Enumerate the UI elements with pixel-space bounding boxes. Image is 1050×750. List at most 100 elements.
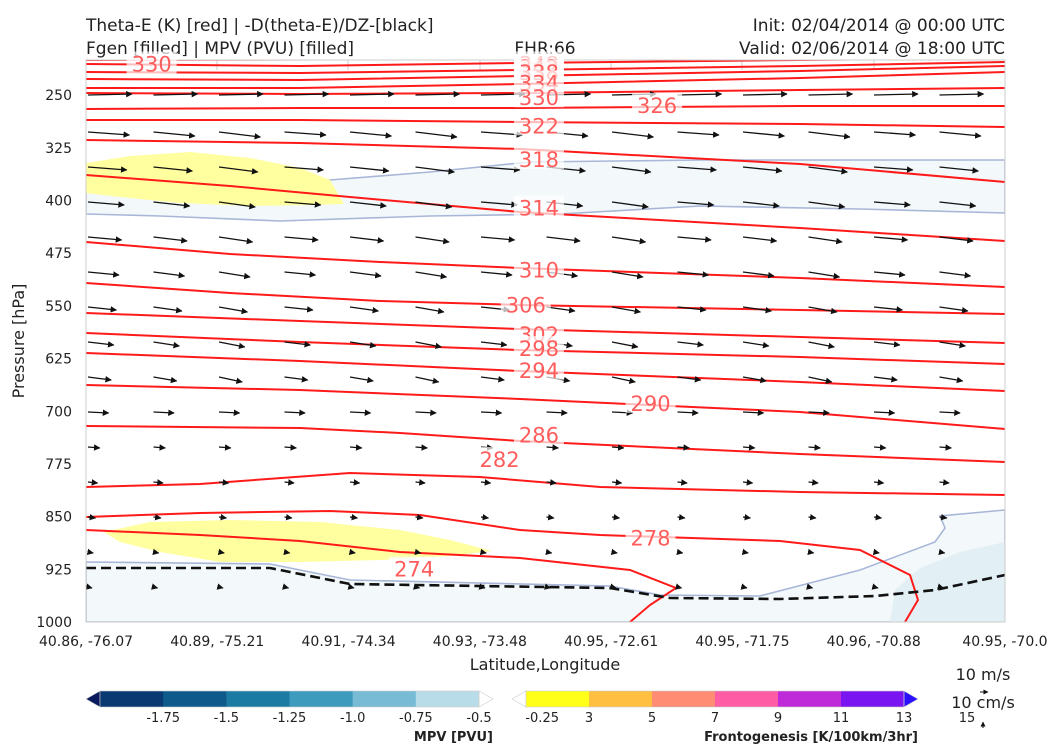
wind-vector <box>677 306 707 313</box>
theta-e-contour <box>86 529 679 622</box>
theta-e-contour <box>86 425 1005 463</box>
colorbar-tick-label: 11 <box>833 711 850 726</box>
wind-vector <box>284 409 306 416</box>
wind-vector <box>347 583 355 590</box>
wind-vector <box>480 341 508 348</box>
wind-vector <box>153 513 162 521</box>
wind-vector <box>153 376 178 384</box>
wind-vector <box>87 306 118 313</box>
wind-vector <box>808 236 843 245</box>
contour-label-background <box>513 422 564 445</box>
wind-vector <box>284 271 317 278</box>
wind-vector <box>284 90 330 98</box>
contour-label-background <box>625 390 676 413</box>
fgen-colorbar-title: Frontogenesis [K/100km/3hr] <box>704 730 918 745</box>
wind-vector <box>677 376 702 383</box>
wind-vector <box>415 131 458 140</box>
mpv-colorbar: -1.75 -1.5 -1.25 -1.0 -0.75 -0.5 -0.25 <box>85 690 559 726</box>
wind-vector <box>218 444 232 451</box>
wind-vector <box>153 90 199 98</box>
colorbar-tick-label: -1.75 <box>146 711 180 726</box>
wind-vector <box>480 236 516 243</box>
wind-vector <box>742 131 786 139</box>
wind-vector <box>808 409 830 416</box>
wind-vector <box>939 166 979 174</box>
wind-vector <box>806 583 814 590</box>
wind-vector <box>414 548 422 556</box>
y-tick-label: 700 <box>45 404 72 420</box>
wind-vector <box>480 479 492 486</box>
theta-e-contour-label: 294 <box>519 359 559 383</box>
wind-vector <box>153 131 196 139</box>
theta-e-contour-label: 286 <box>519 423 559 447</box>
colorbar-segment <box>163 691 227 707</box>
colorbar-extend-high <box>903 690 919 708</box>
y-axis-ticks: 250 325 400 475 550 625 700 775 850 925 1000 <box>36 88 72 631</box>
colorbar-tick-label: 5 <box>648 711 656 726</box>
colorbar-segment <box>415 691 480 707</box>
wind-vector <box>415 201 453 210</box>
wind-vector <box>937 583 945 590</box>
contour-label-background <box>513 336 564 359</box>
theta-e-contour-label: 298 <box>519 337 559 361</box>
theta-e-contour <box>86 241 1005 288</box>
wind-vector <box>349 513 359 521</box>
wind-vector <box>808 341 835 350</box>
wind-vector <box>939 409 961 416</box>
y-tick-label: 325 <box>45 141 72 157</box>
wind-vector <box>873 479 885 486</box>
wind-vector <box>742 513 752 521</box>
wind-vector <box>415 444 428 451</box>
colorbar-segment <box>526 691 590 707</box>
theta-e-contour <box>86 471 1005 496</box>
x-tick-label: 40.86, -76.07 <box>39 634 133 650</box>
contour-label-background <box>513 357 564 380</box>
wind-vector <box>349 306 380 314</box>
wind-vector <box>284 341 311 348</box>
colorbar-tick-label: -1.0 <box>340 711 365 726</box>
colorbar-tick-label: 3 <box>585 711 593 726</box>
wind-vector <box>349 444 363 451</box>
wind-vector <box>218 479 230 486</box>
wind-vector <box>480 409 503 416</box>
wind-vector <box>742 479 754 486</box>
theta-e-contour-label: 314 <box>519 197 559 221</box>
wind-vector <box>808 306 838 315</box>
wind-vector <box>611 201 649 210</box>
wind-vector <box>546 479 557 486</box>
colorbar-segment <box>778 691 842 707</box>
wind-vector <box>546 513 555 521</box>
wind-vector <box>87 201 125 208</box>
wind-vector <box>741 548 749 556</box>
title-line-1: Theta-E (K) [red] | -D(theta-E)/DZ-[blac… <box>85 16 434 36</box>
colorbar-segment <box>289 691 354 707</box>
wind-vector <box>87 444 101 451</box>
theta-e-contour-labels: 3303483423383343303263223183143103063022… <box>126 51 683 582</box>
wind-vector <box>873 90 919 98</box>
wind-vector <box>611 409 634 416</box>
theta-e-contour-label: 310 <box>519 258 559 282</box>
wind-vector <box>87 479 99 486</box>
wind-vector <box>610 548 618 556</box>
fgen-colorbar: 3 5 7 9 11 13 15 <box>511 690 975 726</box>
wind-vector <box>218 131 262 140</box>
init-time: Init: 02/04/2014 @ 00:00 UTC <box>753 16 1005 36</box>
wind-vector <box>808 131 851 140</box>
wind-vector <box>808 376 833 384</box>
wind-vector <box>284 236 319 243</box>
wind-vector <box>939 513 948 521</box>
wind-vector <box>808 166 848 175</box>
wind-vector <box>544 583 552 590</box>
wind-vector <box>284 513 293 521</box>
colorbar-tick-label: -1.5 <box>214 711 239 726</box>
wind-vector <box>677 201 715 208</box>
wind-vector <box>742 376 767 384</box>
wind-vector <box>217 548 225 556</box>
wind-vector <box>415 306 445 315</box>
wind-vector <box>480 201 518 208</box>
wind-vector <box>153 201 191 209</box>
wind-vector <box>349 409 372 416</box>
wind-vector <box>87 271 120 278</box>
theta-e-contour-label: 282 <box>480 448 520 472</box>
mpv-negative-region-lower <box>86 509 1005 622</box>
